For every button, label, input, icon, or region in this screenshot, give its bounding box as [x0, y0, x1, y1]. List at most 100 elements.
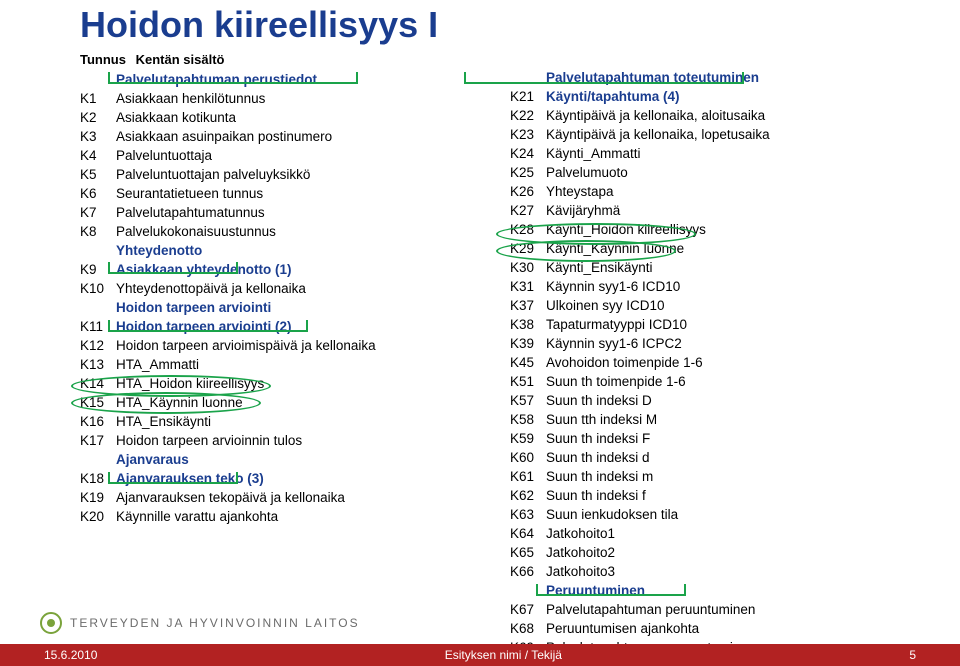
- row-code: K11: [80, 317, 116, 336]
- row-code: K57: [510, 391, 546, 410]
- row-code: [80, 450, 116, 469]
- table-row: K11Hoidon tarpeen arviointi (2): [80, 317, 510, 336]
- table-row: K59Suun th indeksi F: [510, 429, 940, 448]
- row-text: Suun th indeksi D: [546, 391, 940, 410]
- table-row: K29Käynti_Käynnin luonne: [510, 239, 940, 258]
- row-text: Suun th indeksi F: [546, 429, 940, 448]
- row-code: K21: [510, 87, 546, 106]
- row-text: Käyntipäivä ja kellonaika, lopetusaika: [546, 125, 940, 144]
- row-code: K1: [80, 89, 116, 108]
- table-row: K58Suun tth indeksi M: [510, 410, 940, 429]
- row-text: Käynti/tapahtuma (4): [546, 87, 940, 106]
- row-text: Palveluntuottajan palveluyksikkö: [116, 165, 510, 184]
- row-code: K63: [510, 505, 546, 524]
- table-row: K64Jatkohoito1: [510, 524, 940, 543]
- table-row: Peruuntuminen: [510, 581, 940, 600]
- row-code: K3: [80, 127, 116, 146]
- row-text: Palveluntuottaja: [116, 146, 510, 165]
- table-row: K57Suun th indeksi D: [510, 391, 940, 410]
- row-text: HTA_Ammatti: [116, 355, 510, 374]
- row-code: K12: [80, 336, 116, 355]
- row-text: Palvelukokonaisuustunnus: [116, 222, 510, 241]
- row-text: Asiakkaan yhteydenotto (1): [116, 260, 510, 279]
- row-code: K25: [510, 163, 546, 182]
- row-code: K29: [510, 239, 546, 258]
- table-row: K5Palveluntuottajan palveluyksikkö: [80, 165, 510, 184]
- table-row: K62Suun th indeksi f: [510, 486, 940, 505]
- row-code: K59: [510, 429, 546, 448]
- row-code: K13: [80, 355, 116, 374]
- row-text: Tapaturmatyyppi ICD10: [546, 315, 940, 334]
- row-text: Käynti_Hoidon kiireellisyys: [546, 220, 940, 239]
- row-text: Käynnille varattu ajankohta: [116, 507, 510, 526]
- row-code: [510, 581, 546, 600]
- table-row: K51Suun th toimenpide 1-6: [510, 372, 940, 391]
- table-row: K31Käynnin syy1-6 ICD10: [510, 277, 940, 296]
- table-row: K1Asiakkaan henkilötunnus: [80, 89, 510, 108]
- table-row: K28Käynti_Hoidon kiireellisyys: [510, 220, 940, 239]
- row-code: [80, 298, 116, 317]
- left-column: Palvelutapahtuman perustiedotK1Asiakkaan…: [80, 70, 510, 657]
- row-text: HTA_Käynnin luonne: [116, 393, 510, 412]
- table-row: K21Käynti/tapahtuma (4): [510, 87, 940, 106]
- row-code: [80, 241, 116, 260]
- table-row: K63Suun ienkudoksen tila: [510, 505, 940, 524]
- row-code: K67: [510, 600, 546, 619]
- row-code: K14: [80, 374, 116, 393]
- row-text: Palvelutapahtuman perustiedot: [116, 70, 510, 89]
- row-text: Jatkohoito1: [546, 524, 940, 543]
- row-text: Hoidon tarpeen arvioimispäivä ja kellona…: [116, 336, 510, 355]
- footer-bar: 15.6.2010 Esityksen nimi / Tekijä 5: [0, 644, 960, 666]
- table-row: K25Palvelumuoto: [510, 163, 940, 182]
- table-row: K24Käynti_Ammatti: [510, 144, 940, 163]
- table-row: K3Asiakkaan asuinpaikan postinumero: [80, 127, 510, 146]
- table-row: K17Hoidon tarpeen arvioinnin tulos: [80, 431, 510, 450]
- row-code: K28: [510, 220, 546, 239]
- table-row: K45Avohoidon toimenpide 1-6: [510, 353, 940, 372]
- table-row: Ajanvaraus: [80, 450, 510, 469]
- footer-logo-text: TERVEYDEN JA HYVINVOINNIN LAITOS: [70, 616, 360, 630]
- row-text: Käynti_Ammatti: [546, 144, 940, 163]
- row-code: K27: [510, 201, 546, 220]
- table-row: K18Ajanvarauksen teko (3): [80, 469, 510, 488]
- row-text: HTA_Hoidon kiireellisyys: [116, 374, 510, 393]
- row-code: K10: [80, 279, 116, 298]
- footer-date: 15.6.2010: [44, 648, 97, 662]
- row-text: Palvelutapahtumatunnus: [116, 203, 510, 222]
- table-row: Hoidon tarpeen arviointi: [80, 298, 510, 317]
- row-text: Käynnin syy1-6 ICD10: [546, 277, 940, 296]
- row-code: K2: [80, 108, 116, 127]
- table-row: K8Palvelukokonaisuustunnus: [80, 222, 510, 241]
- row-code: K38: [510, 315, 546, 334]
- table-row: K15HTA_Käynnin luonne: [80, 393, 510, 412]
- table-row: K19Ajanvarauksen tekopäivä ja kellonaika: [80, 488, 510, 507]
- row-code: K68: [510, 619, 546, 638]
- row-code: K51: [510, 372, 546, 391]
- row-code: K61: [510, 467, 546, 486]
- row-text: Yhteydenotto: [116, 241, 510, 260]
- table-row: K4Palveluntuottaja: [80, 146, 510, 165]
- row-code: K65: [510, 543, 546, 562]
- row-text: Avohoidon toimenpide 1-6: [546, 353, 940, 372]
- row-text: Asiakkaan kotikunta: [116, 108, 510, 127]
- row-code: K19: [80, 488, 116, 507]
- row-code: K8: [80, 222, 116, 241]
- row-code: K60: [510, 448, 546, 467]
- row-code: K37: [510, 296, 546, 315]
- row-text: Palvelutapahtuman peruuntuminen: [546, 600, 940, 619]
- table-row: K20Käynnille varattu ajankohta: [80, 507, 510, 526]
- row-text: Suun th indeksi f: [546, 486, 940, 505]
- row-code: K5: [80, 165, 116, 184]
- row-text: Peruuntuminen: [546, 581, 940, 600]
- table-row: K16HTA_Ensikäynti: [80, 412, 510, 431]
- row-text: Suun tth indeksi M: [546, 410, 940, 429]
- row-code: K20: [80, 507, 116, 526]
- row-text: Hoidon tarpeen arvioinnin tulos: [116, 431, 510, 450]
- row-text: Seurantatietueen tunnus: [116, 184, 510, 203]
- row-text: Peruuntumisen ajankohta: [546, 619, 940, 638]
- content-area: Palvelutapahtuman perustiedotK1Asiakkaan…: [80, 70, 940, 657]
- row-code: K9: [80, 260, 116, 279]
- table-row: K2Asiakkaan kotikunta: [80, 108, 510, 127]
- table-row: K14HTA_Hoidon kiireellisyys: [80, 374, 510, 393]
- row-code: K62: [510, 486, 546, 505]
